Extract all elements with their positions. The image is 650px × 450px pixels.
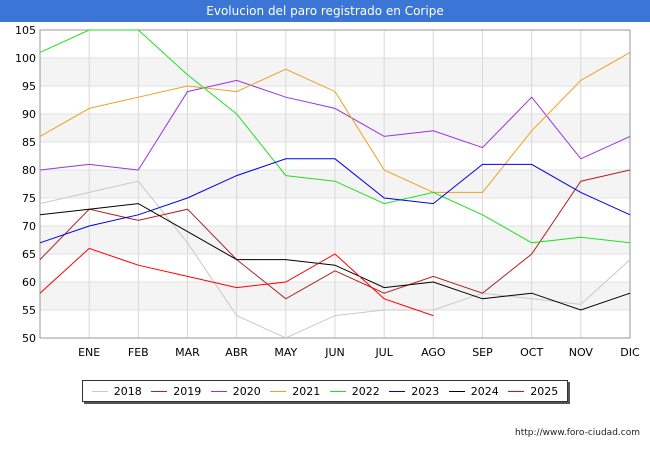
source-credit: http://www.foro-ciudad.com bbox=[515, 428, 640, 438]
axes bbox=[39, 29, 631, 339]
legend-item-2020: 2020 bbox=[210, 384, 261, 398]
y-tick-label: 105 bbox=[15, 24, 36, 37]
series-lines bbox=[39, 29, 631, 339]
x-tick-label: FEB bbox=[128, 346, 149, 359]
x-tick-label: JUL bbox=[374, 346, 393, 359]
legend-item-2019: 2019 bbox=[151, 385, 201, 398]
x-tick-label: ENE bbox=[78, 346, 100, 359]
legend-swatch bbox=[329, 390, 346, 392]
tick-labels: 50 55 60 65 70 75 80 85 90 95 100 105 ENE FEB MAR ABR MA… bbox=[15, 24, 640, 359]
x-tick-label: JUN bbox=[324, 346, 345, 359]
y-tick-label: 80 bbox=[22, 164, 36, 177]
y-tick-label: 55 bbox=[22, 304, 36, 317]
y-tick-label: 60 bbox=[22, 276, 36, 289]
y-tick-label: 70 bbox=[22, 220, 36, 233]
y-tick-label: 65 bbox=[22, 248, 36, 261]
y-tick-label: 75 bbox=[22, 192, 36, 205]
legend-label: 2024 bbox=[470, 384, 499, 398]
plot-frame bbox=[39, 29, 631, 339]
legend-swatch bbox=[389, 390, 406, 392]
x-tick-label: DIC bbox=[620, 346, 640, 359]
legend-swatch bbox=[151, 390, 168, 392]
series-line-2024 bbox=[39, 203, 631, 311]
x-tick-label: MAY bbox=[274, 346, 297, 359]
legend-swatch bbox=[508, 390, 525, 392]
y-tick-label: 95 bbox=[22, 80, 36, 93]
y-tick-label: 90 bbox=[22, 108, 36, 121]
series-line-2023 bbox=[39, 158, 631, 244]
series-line-2018 bbox=[39, 180, 631, 339]
x-tick-label: NOV bbox=[569, 346, 594, 359]
legend-item-2021: 2021 bbox=[270, 385, 320, 398]
y-tick-label: 100 bbox=[15, 52, 36, 65]
series-line-2025 bbox=[39, 247, 434, 317]
series-line-2022 bbox=[39, 29, 631, 244]
legend-label: 2020 bbox=[232, 384, 261, 398]
legend-item-2018: 2018 bbox=[91, 384, 142, 398]
legend-label: 2018 bbox=[113, 384, 142, 398]
x-tick-label: SEP bbox=[472, 346, 493, 359]
chart-title: Evolucion del paro registrado en Coripe bbox=[0, 0, 650, 22]
legend-label: 2022 bbox=[351, 384, 380, 398]
legend-label: 2021 bbox=[292, 384, 321, 398]
series-line-2021 bbox=[39, 51, 631, 193]
legend-swatch bbox=[270, 390, 287, 392]
x-tick-label: OCT bbox=[520, 346, 543, 359]
legend-swatch bbox=[91, 390, 108, 392]
y-tick-label: 50 bbox=[22, 332, 36, 345]
legend-label: 2023 bbox=[411, 384, 440, 398]
legend-item-2025: 2025 bbox=[508, 385, 558, 398]
series-line-2019 bbox=[39, 169, 631, 300]
y-tick-label: 85 bbox=[22, 136, 36, 149]
legend-item-2024: 2024 bbox=[448, 384, 499, 398]
legend: 2018 2019 2020 2021 2022 2023 2024 2025 bbox=[82, 380, 568, 402]
x-tick-label: MAR bbox=[175, 346, 200, 359]
series-line-2020 bbox=[39, 79, 631, 171]
legend-swatch bbox=[210, 390, 227, 392]
legend-item-2023: 2023 bbox=[389, 385, 439, 398]
legend-label: 2019 bbox=[173, 384, 202, 398]
legend-swatch bbox=[448, 390, 465, 392]
legend-label: 2025 bbox=[530, 384, 559, 398]
x-tick-label: AGO bbox=[421, 346, 446, 359]
x-tick-label: ABR bbox=[225, 346, 248, 359]
legend-item-2022: 2022 bbox=[329, 384, 380, 398]
